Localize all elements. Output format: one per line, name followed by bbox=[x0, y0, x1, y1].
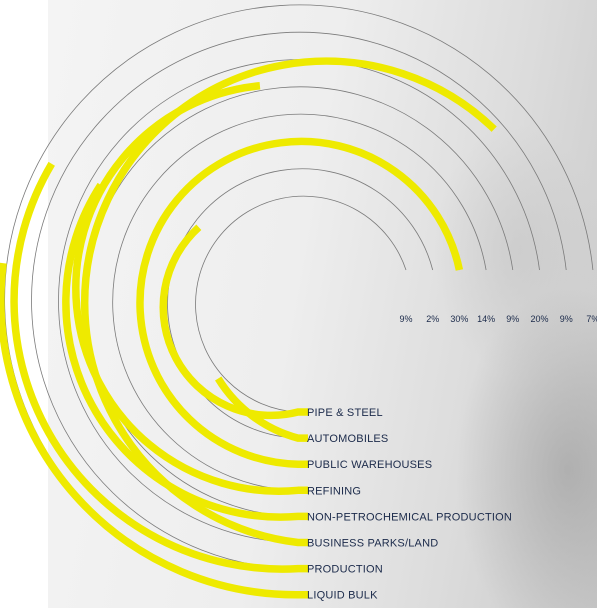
pct-label-automobiles: 2% bbox=[426, 314, 439, 324]
ring-outline-liquid-bulk bbox=[4, 4, 594, 596]
ring-outline-business-parks-land bbox=[58, 59, 540, 543]
bar-business-parks-land bbox=[80, 57, 497, 547]
category-label-non-petrochemical-production: NON-PETROCHEMICAL PRODUCTION bbox=[307, 511, 512, 523]
pct-label-non-petrochemical-production: 9% bbox=[506, 314, 519, 324]
bar-automobiles bbox=[215, 376, 308, 442]
category-label-refining: REFINING bbox=[307, 485, 361, 497]
pct-label-production: 9% bbox=[560, 314, 573, 324]
category-label-pipe-steel: PIPE & STEEL bbox=[307, 407, 383, 419]
bar-production bbox=[10, 161, 308, 573]
category-labels: PIPE & STEEL AUTOMOBILES PUBLIC WAREHOUSES… bbox=[307, 407, 512, 602]
bar-non-petrochemical-production bbox=[62, 182, 308, 521]
ring-outline-production bbox=[31, 31, 567, 569]
pct-label-refining: 14% bbox=[477, 314, 495, 324]
bar-pipe-steel bbox=[159, 224, 308, 420]
pct-label-liquid-bulk: 7% bbox=[586, 314, 597, 324]
percentage-labels: 9% 2% 30% 14% 9% 20% 9% 7% bbox=[399, 314, 597, 324]
category-label-business-parks-land: BUSINESS PARKS/LAND bbox=[307, 538, 438, 550]
category-label-liquid-bulk: LIQUID BULK bbox=[307, 590, 378, 602]
pct-label-public-warehouses: 30% bbox=[450, 314, 468, 324]
yellow-bars bbox=[0, 57, 497, 599]
left-margin bbox=[0, 0, 48, 608]
bar-liquid-bulk bbox=[0, 262, 308, 599]
ring-outline-automobiles bbox=[167, 168, 434, 439]
pct-label-business-parks-land: 20% bbox=[530, 314, 548, 324]
ring-outline-refining bbox=[112, 113, 487, 491]
bar-public-warehouses bbox=[136, 137, 464, 468]
ring-outline-non-petrochemical-production bbox=[85, 86, 514, 517]
ring-outlines bbox=[4, 4, 594, 596]
category-label-public-warehouses: PUBLIC WAREHOUSES bbox=[307, 459, 432, 471]
pct-label-pipe-steel: 9% bbox=[399, 314, 412, 324]
category-label-production: PRODUCTION bbox=[307, 564, 383, 576]
ring-outline-pipe-steel bbox=[195, 195, 407, 413]
category-label-automobiles: AUTOMOBILES bbox=[307, 433, 388, 445]
